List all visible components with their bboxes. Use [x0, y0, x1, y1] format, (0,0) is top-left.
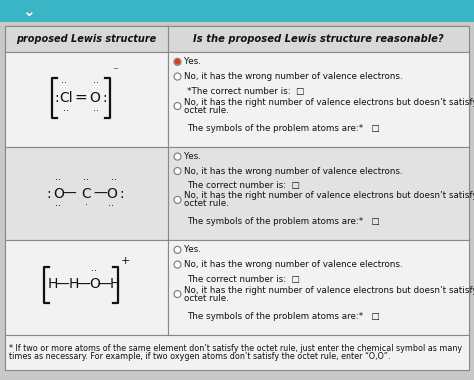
Bar: [5, 240, 168, 335]
Bar: [0, 0, 474, 22]
Text: octet rule.: octet rule.: [184, 200, 229, 208]
Text: times as necessary. For example, if two oxygen atoms don’t satisfy the octet rul: times as necessary. For example, if two …: [9, 352, 391, 361]
Text: ··: ··: [91, 266, 98, 277]
Text: O: O: [106, 187, 117, 201]
Circle shape: [174, 168, 181, 174]
Text: +: +: [120, 255, 130, 266]
Text: The symbols of the problem atoms are:*   □: The symbols of the problem atoms are:* □: [187, 124, 380, 133]
Text: ··: ··: [55, 176, 62, 185]
Text: ··: ··: [64, 106, 70, 117]
Text: proposed Lewis structure: proposed Lewis structure: [17, 34, 156, 44]
Text: No, it has the wrong number of valence electrons.: No, it has the wrong number of valence e…: [184, 166, 402, 176]
Circle shape: [174, 73, 181, 80]
Text: =: =: [74, 90, 87, 105]
Bar: [5, 26, 168, 52]
Text: —: —: [77, 277, 91, 291]
Bar: [168, 52, 469, 147]
Text: ··: ··: [109, 201, 115, 212]
Circle shape: [174, 58, 181, 65]
Text: Yes.: Yes.: [184, 152, 201, 161]
Text: octet rule.: octet rule.: [184, 106, 229, 114]
Text: ··: ··: [83, 176, 90, 185]
Circle shape: [174, 246, 181, 253]
Text: The correct number is:  □: The correct number is: □: [187, 275, 300, 284]
Text: O: O: [53, 187, 64, 201]
Text: Is the proposed Lewis structure reasonable?: Is the proposed Lewis structure reasonab…: [193, 34, 444, 44]
Text: —: —: [63, 187, 76, 201]
Text: octet rule.: octet rule.: [184, 294, 229, 302]
Text: :: :: [102, 90, 107, 105]
Text: :: :: [46, 187, 51, 201]
Text: No, it has the wrong number of valence electrons.: No, it has the wrong number of valence e…: [184, 260, 402, 269]
Text: :: :: [119, 187, 124, 201]
Bar: [5, 335, 469, 370]
Circle shape: [174, 196, 181, 203]
Text: No, it has the right number of valence electrons but doesn’t satisfy the: No, it has the right number of valence e…: [184, 192, 474, 200]
Text: Yes.: Yes.: [184, 245, 201, 254]
Text: *The correct number is:  □: *The correct number is: □: [187, 87, 304, 96]
Circle shape: [174, 291, 181, 298]
Text: No, it has the wrong number of valence electrons.: No, it has the wrong number of valence e…: [184, 72, 402, 81]
Text: ··: ··: [62, 79, 67, 89]
Text: No, it has the right number of valence electrons but doesn’t satisfy the: No, it has the right number of valence e…: [184, 98, 474, 106]
Text: ··: ··: [93, 106, 100, 117]
Circle shape: [174, 261, 181, 268]
Text: ⌄: ⌄: [22, 3, 35, 19]
Bar: [5, 147, 168, 240]
Text: The correct number is:  □: The correct number is: □: [187, 181, 300, 190]
Text: ⁻: ⁻: [112, 66, 118, 76]
Bar: [168, 26, 469, 52]
Text: ·: ·: [85, 201, 88, 211]
Circle shape: [175, 60, 180, 64]
Text: :: :: [54, 90, 59, 105]
Text: O: O: [89, 90, 100, 105]
Text: H: H: [68, 277, 79, 291]
Text: No, it has the right number of valence electrons but doesn’t satisfy the: No, it has the right number of valence e…: [184, 285, 474, 294]
Text: —: —: [98, 277, 111, 291]
Text: C: C: [82, 187, 91, 201]
Text: —: —: [94, 187, 108, 201]
Text: The symbols of the problem atoms are:*   □: The symbols of the problem atoms are:* □: [187, 217, 380, 226]
Text: H: H: [109, 277, 120, 291]
Text: Yes.: Yes.: [184, 57, 201, 66]
Text: —: —: [55, 277, 69, 291]
Text: * If two or more atoms of the same element don’t satisfy the octet rule, just en: * If two or more atoms of the same eleme…: [9, 344, 462, 353]
Text: ··: ··: [55, 201, 62, 212]
Bar: [168, 147, 469, 240]
Text: Cl: Cl: [60, 90, 73, 105]
Text: The symbols of the problem atoms are:*   □: The symbols of the problem atoms are:* □: [187, 312, 380, 321]
Circle shape: [174, 103, 181, 109]
Bar: [5, 52, 168, 147]
Text: O: O: [89, 277, 100, 291]
Text: ··: ··: [111, 176, 118, 185]
Text: H: H: [47, 277, 58, 291]
Circle shape: [174, 153, 181, 160]
Bar: [168, 240, 469, 335]
Text: ··: ··: [93, 79, 100, 89]
